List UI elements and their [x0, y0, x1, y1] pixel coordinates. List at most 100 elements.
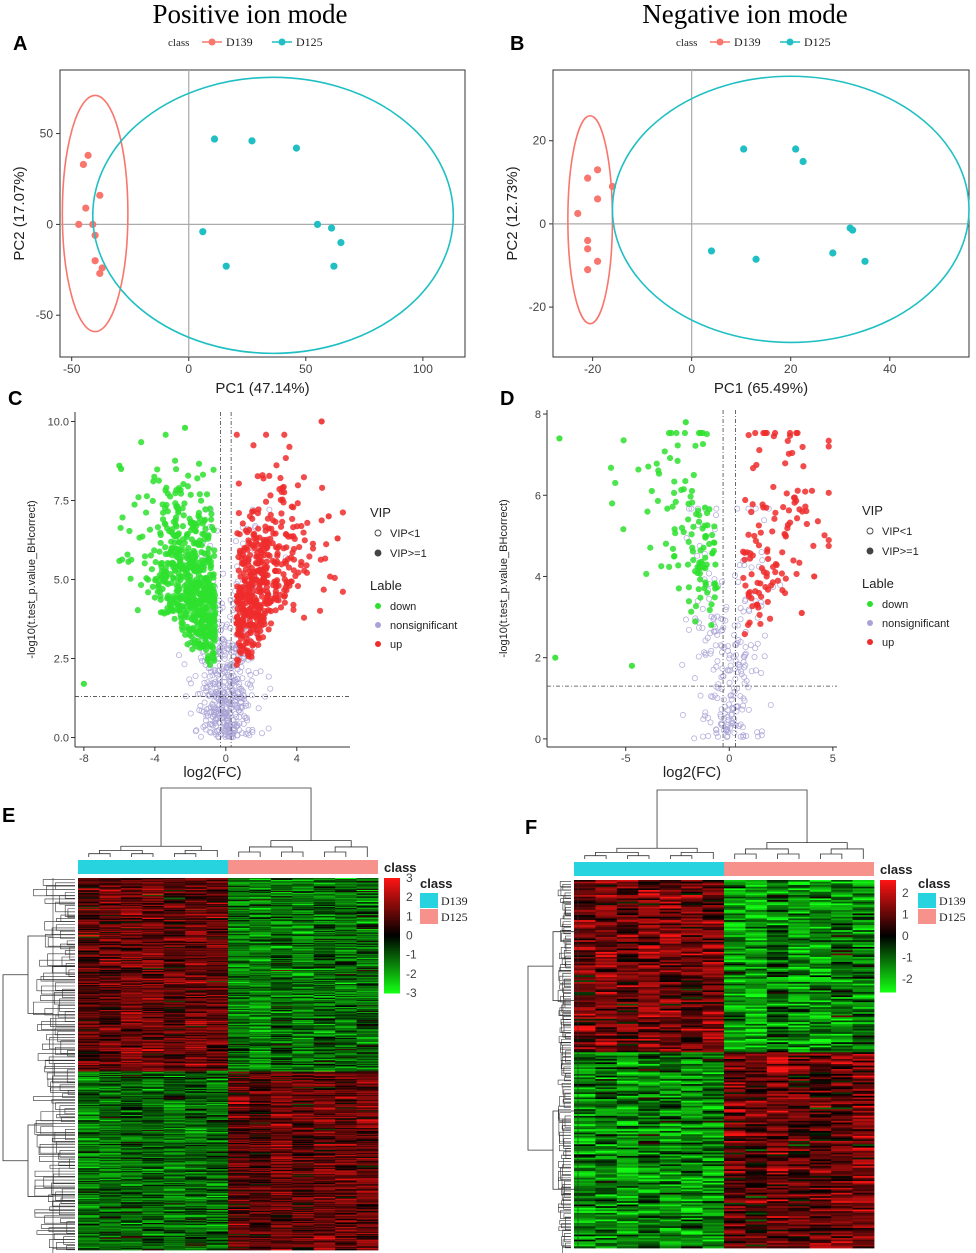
point-nonsignificant [682, 616, 689, 623]
point-nonsignificant [752, 645, 759, 652]
point-up [764, 598, 771, 606]
point-nonsignificant [731, 632, 738, 639]
point-down [685, 538, 692, 546]
point-down [203, 491, 211, 498]
point-up [825, 443, 832, 450]
sample-point-D125 [199, 228, 207, 236]
point-nonsignificant [731, 572, 738, 579]
point-up [245, 588, 252, 595]
point-nonsignificant [735, 578, 742, 585]
point-nonsignificant [204, 710, 211, 717]
point-up [755, 522, 762, 529]
point-down [706, 606, 713, 614]
point-down [177, 612, 184, 619]
point-down [193, 619, 200, 626]
point-nonsignificant [245, 702, 252, 709]
point-up [319, 484, 326, 491]
point-up [240, 570, 247, 577]
point-up [785, 507, 793, 514]
point-down [137, 581, 145, 589]
point-nonsignificant [225, 733, 232, 740]
point-down [165, 592, 172, 599]
y-tick-label: 0.0 [54, 733, 69, 745]
point-down [199, 520, 206, 527]
sample-point-D125 [313, 220, 322, 228]
point-down [154, 524, 162, 531]
point-down [666, 454, 674, 462]
point-down [675, 585, 682, 592]
point-up [234, 656, 241, 663]
point-up [281, 599, 288, 606]
point-up [272, 580, 280, 587]
legend-key-point [208, 38, 216, 46]
point-down [196, 491, 203, 498]
point-up [763, 504, 770, 511]
point-nonsignificant [232, 711, 239, 718]
point-up [296, 543, 303, 551]
point-nonsignificant [217, 731, 224, 738]
point-down [205, 657, 212, 665]
point-down [179, 620, 186, 627]
point-down [128, 556, 135, 563]
point-down [202, 634, 209, 641]
x-tick-label: -20 [584, 362, 602, 376]
point-nonsignificant [203, 713, 210, 720]
point-down [162, 573, 169, 580]
point-nonsignificant [758, 669, 765, 676]
point-down [157, 531, 164, 539]
point-down [170, 596, 177, 603]
legend-label: VIP>=1 [882, 546, 919, 558]
point-up [745, 531, 752, 538]
point-down [187, 550, 194, 557]
point-down [193, 599, 200, 606]
point-nonsignificant [238, 703, 245, 710]
legend-label: VIP<1 [390, 528, 420, 540]
legend-label: D125 [296, 35, 323, 49]
point-up [298, 558, 305, 566]
point-up [261, 552, 268, 559]
point-up [281, 592, 289, 599]
class-legend: class D139 D125 [168, 35, 323, 49]
sample-point-D125 [829, 249, 837, 257]
point-up [277, 474, 284, 482]
y-axis-label: PC2 (17.07%) [11, 166, 28, 260]
point-up [244, 546, 251, 553]
point-up [798, 609, 805, 617]
point-down [151, 594, 158, 601]
point-down [185, 545, 192, 552]
point-nonsignificant [200, 685, 207, 692]
confidence-ellipse-D125 [91, 76, 455, 355]
point-nonsignificant [691, 675, 698, 682]
point-down [174, 604, 181, 611]
point-down [708, 621, 715, 629]
point-down [127, 575, 134, 582]
legend-title: Lable [862, 576, 894, 591]
sample-point-D139 [593, 257, 602, 265]
point-down [198, 497, 205, 504]
point-up [755, 589, 762, 597]
point-down [209, 599, 217, 606]
point-down [169, 525, 176, 533]
point-down [713, 584, 720, 591]
legend-key-vip [866, 527, 874, 535]
point-up [256, 585, 263, 592]
legend-title: class [168, 37, 189, 49]
point-up [234, 593, 241, 600]
legend-label: nonsignificant [390, 620, 457, 632]
point-up [782, 531, 789, 539]
point-nonsignificant [228, 670, 235, 677]
point-up [283, 531, 290, 538]
x-tick-label: 20 [784, 362, 798, 376]
sample-point-D139 [98, 264, 106, 272]
point-nonsignificant [237, 699, 244, 706]
point-down [198, 557, 206, 564]
sample-point-D125 [210, 135, 219, 143]
point-up [256, 635, 263, 642]
point-down [208, 516, 215, 523]
point-up [262, 498, 270, 505]
point-up [799, 508, 806, 515]
point-nonsignificant [244, 730, 251, 737]
point-up [794, 487, 801, 494]
point-nonsignificant [201, 672, 208, 679]
